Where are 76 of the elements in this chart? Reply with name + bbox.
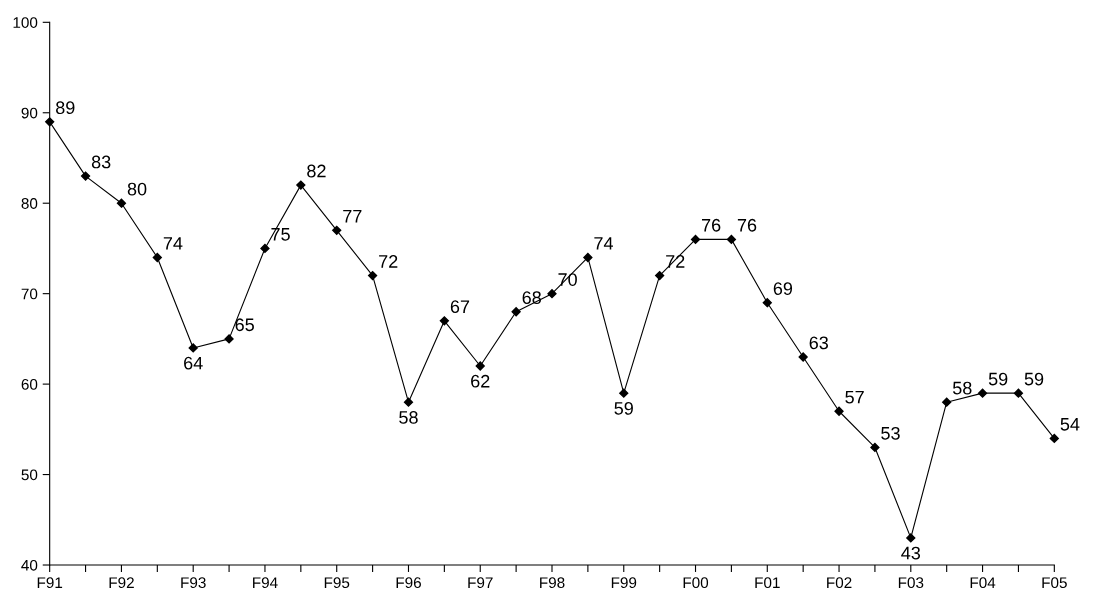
point	[1013, 388, 1024, 398]
x-tick-label: F93	[181, 577, 206, 589]
x-tick-label: F03	[898, 577, 924, 589]
data-label: 63	[809, 336, 829, 350]
x-tick-label: F97	[468, 577, 493, 589]
data-label: 83	[91, 155, 111, 169]
point	[439, 316, 449, 326]
data-label: 68	[522, 291, 541, 305]
data-label: 59	[1024, 372, 1044, 386]
x-tick-label: F04	[970, 577, 996, 589]
data-label: 59	[614, 401, 633, 415]
point	[547, 289, 557, 299]
x-tick-label: F94	[253, 577, 278, 589]
point	[80, 171, 91, 181]
data-label: 69	[773, 282, 793, 295]
point	[977, 388, 988, 398]
y-tick-label: 70	[21, 288, 38, 300]
y-tick-label: 80	[21, 198, 38, 209]
data-label: 77	[343, 210, 362, 223]
point	[726, 234, 737, 245]
point	[690, 234, 701, 245]
x-tick-label: F00	[683, 577, 709, 589]
x-tick-label: F02	[827, 577, 852, 589]
y-tick-label: 60	[21, 378, 38, 390]
data-label: 43	[901, 546, 921, 560]
point	[152, 252, 162, 263]
data-label: 74	[163, 237, 183, 250]
data-label: 64	[184, 356, 203, 370]
x-tick-label: F01	[755, 577, 780, 589]
data-label: 89	[56, 101, 75, 115]
point	[655, 270, 665, 281]
data-label: 82	[307, 164, 326, 178]
point	[762, 298, 772, 308]
point	[1049, 433, 1059, 444]
data-label: 58	[399, 411, 418, 424]
point	[942, 397, 952, 407]
data-label: 76	[702, 218, 721, 232]
y-tick-label: 90	[21, 107, 38, 119]
data-label: 53	[881, 426, 900, 440]
point	[870, 442, 880, 453]
point	[475, 361, 485, 371]
point	[583, 252, 593, 263]
data-label: 72	[379, 255, 398, 268]
point	[798, 352, 808, 362]
point	[116, 198, 127, 208]
y-tick-label: 100	[13, 17, 38, 28]
y-tick-label: 50	[21, 469, 38, 481]
x-tick-label: F96	[396, 577, 421, 589]
x-tick-label: F95	[324, 577, 350, 589]
point	[260, 243, 270, 254]
point	[296, 180, 306, 190]
x-tick-label: F98	[540, 577, 565, 589]
data-label: 67	[450, 300, 470, 314]
data-label: 74	[594, 237, 613, 250]
data-label: 62	[471, 374, 490, 388]
x-tick-label: F92	[109, 577, 134, 589]
point	[224, 334, 234, 344]
point	[188, 343, 198, 353]
point	[403, 397, 414, 407]
point	[906, 533, 916, 543]
point	[367, 270, 378, 281]
data-label: 80	[127, 182, 147, 196]
data-label: 58	[952, 381, 972, 395]
data-label: 76	[737, 218, 757, 232]
data-label: 65	[235, 318, 254, 332]
x-tick-label: F99	[611, 577, 637, 589]
point	[332, 225, 342, 235]
data-label: 54	[1060, 418, 1080, 431]
x-tick-label: F91	[37, 577, 63, 589]
data-label: 57	[845, 390, 864, 404]
point	[619, 388, 629, 398]
point	[511, 307, 521, 317]
data-label: 59	[988, 372, 1008, 386]
x-tick-label: F05	[1042, 577, 1067, 589]
point	[834, 406, 844, 416]
y-tick-label: 40	[21, 559, 38, 571]
